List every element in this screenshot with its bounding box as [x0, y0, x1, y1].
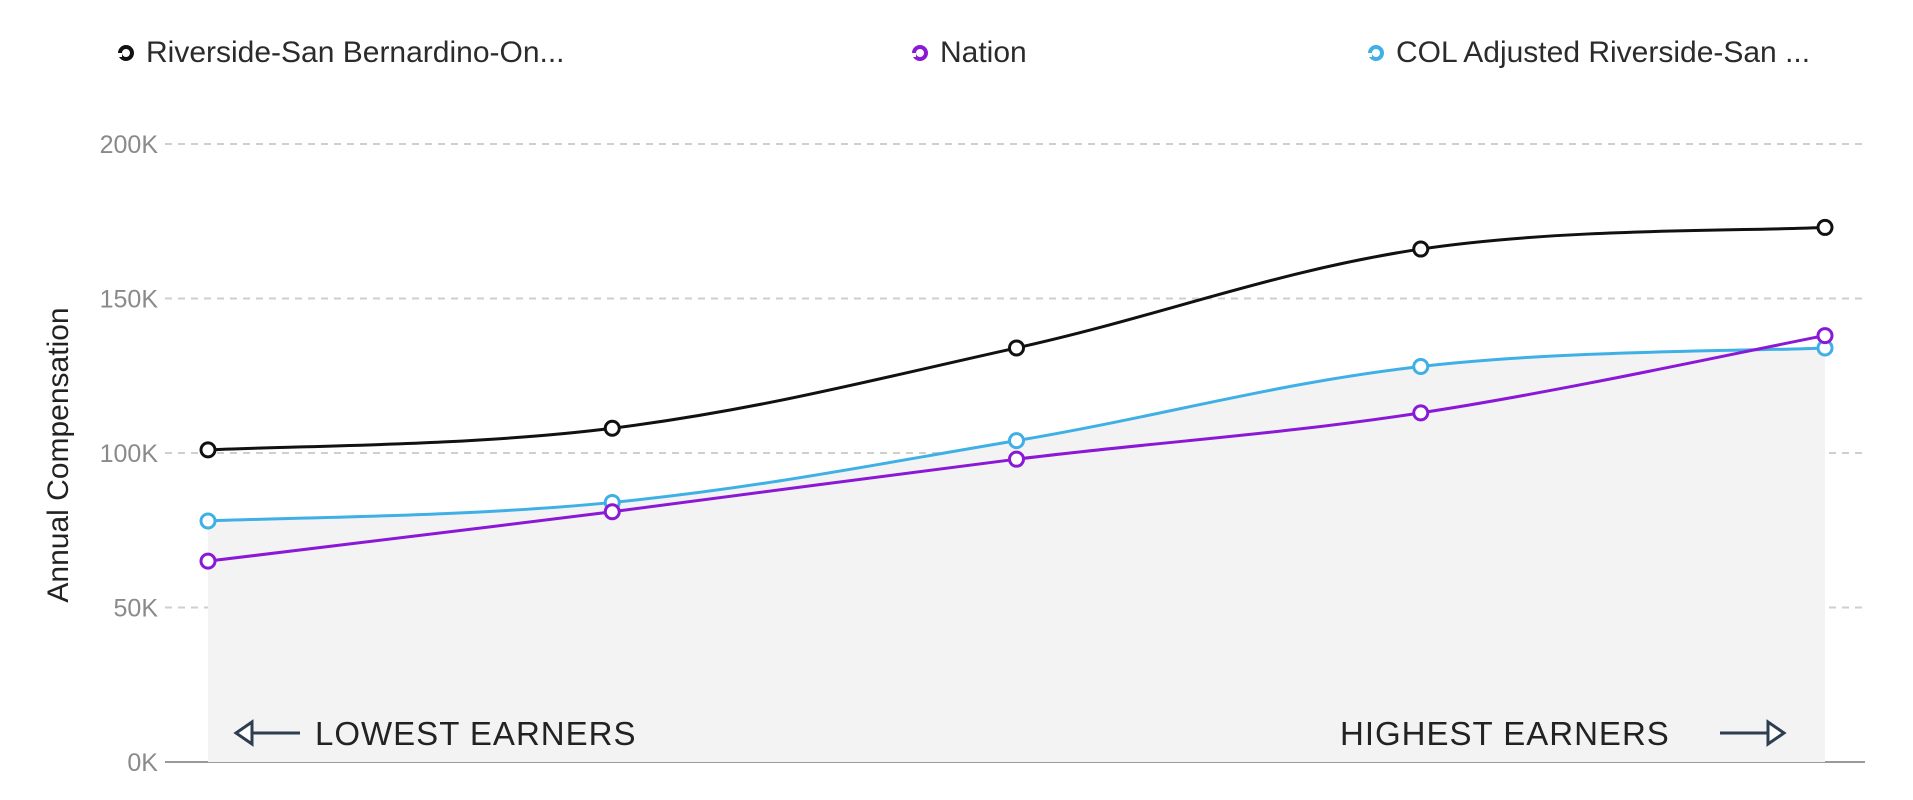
y-tick-label: 50K: [114, 595, 159, 623]
data-point: [199, 441, 217, 459]
data-point: [1008, 450, 1025, 468]
legend-marker-nation: [907, 45, 928, 61]
data-point: [1008, 339, 1025, 357]
legend-item-riverside[interactable]: Riverside-San Bernardino-On...: [113, 36, 565, 70]
data-point: [1412, 240, 1430, 258]
y-tick-label: 150K: [100, 286, 159, 314]
earners-annotations: LOWEST EARNERS HIGHEST EARNERS: [233, 715, 1787, 752]
highest-earners-label: HIGHEST EARNERS: [1340, 715, 1670, 752]
legend-marker-col-adjusted: [1363, 45, 1384, 61]
legend-item-nation[interactable]: Nation: [907, 36, 1027, 70]
legend: Riverside-San Bernardino-On... Nation CO…: [0, 36, 1913, 76]
data-point: [1412, 357, 1430, 375]
legend-label-riverside: Riverside-San Bernardino-On...: [146, 36, 565, 69]
series-lines: [199, 218, 1834, 570]
lowest-earners-label: LOWEST EARNERS: [315, 715, 636, 752]
legend-item-col-adjusted[interactable]: COL Adjusted Riverside-San ...: [1363, 36, 1811, 70]
data-point: [1816, 327, 1834, 345]
data-point: [603, 419, 621, 437]
data-point: [1008, 432, 1025, 450]
y-tick-label: 0K: [127, 749, 158, 777]
data-point: [603, 503, 621, 521]
data-point: [1816, 218, 1834, 236]
area-fill-shape: [208, 347, 1825, 762]
legend-label-nation: Nation: [940, 36, 1027, 69]
legend-label-col-adjusted: COL Adjusted Riverside-San ...: [1396, 36, 1811, 69]
y-tick-label: 100K: [100, 440, 159, 468]
data-point: [1412, 404, 1430, 422]
data-point: [199, 512, 217, 530]
legend-marker-riverside: [113, 45, 134, 61]
y-axis-title: Annual Compensation: [42, 307, 75, 602]
area-fill: [208, 347, 1825, 762]
right-arrow-icon: [1720, 719, 1787, 747]
left-arrow-icon: [233, 719, 300, 747]
y-tick-labels: 0K 50K 100K 150K 200K: [100, 131, 159, 777]
y-tick-label: 200K: [100, 131, 159, 159]
data-point: [199, 552, 217, 570]
